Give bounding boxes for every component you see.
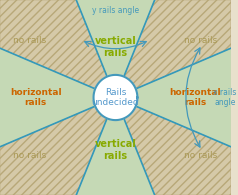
Polygon shape [115, 98, 231, 195]
Polygon shape [76, 98, 155, 195]
Polygon shape [76, 0, 155, 98]
Polygon shape [115, 0, 231, 98]
Polygon shape [0, 48, 115, 147]
Text: Rails
undecided: Rails undecided [92, 88, 139, 107]
Polygon shape [115, 48, 231, 147]
Text: horizontal
rails: horizontal rails [169, 88, 221, 107]
Text: horizontal
rails: horizontal rails [10, 88, 62, 107]
Text: no rails: no rails [13, 36, 47, 45]
Text: no rails: no rails [184, 151, 218, 160]
Text: no rails: no rails [13, 151, 47, 160]
Polygon shape [0, 0, 115, 98]
Text: vertical
rails: vertical rails [94, 36, 136, 58]
Polygon shape [0, 0, 231, 195]
Polygon shape [0, 98, 115, 195]
Polygon shape [94, 75, 137, 120]
Text: no rails: no rails [184, 36, 218, 45]
Text: x rails
angle: x rails angle [213, 88, 237, 107]
Text: vertical
rails: vertical rails [94, 139, 136, 161]
Text: y rails angle: y rails angle [92, 6, 139, 15]
